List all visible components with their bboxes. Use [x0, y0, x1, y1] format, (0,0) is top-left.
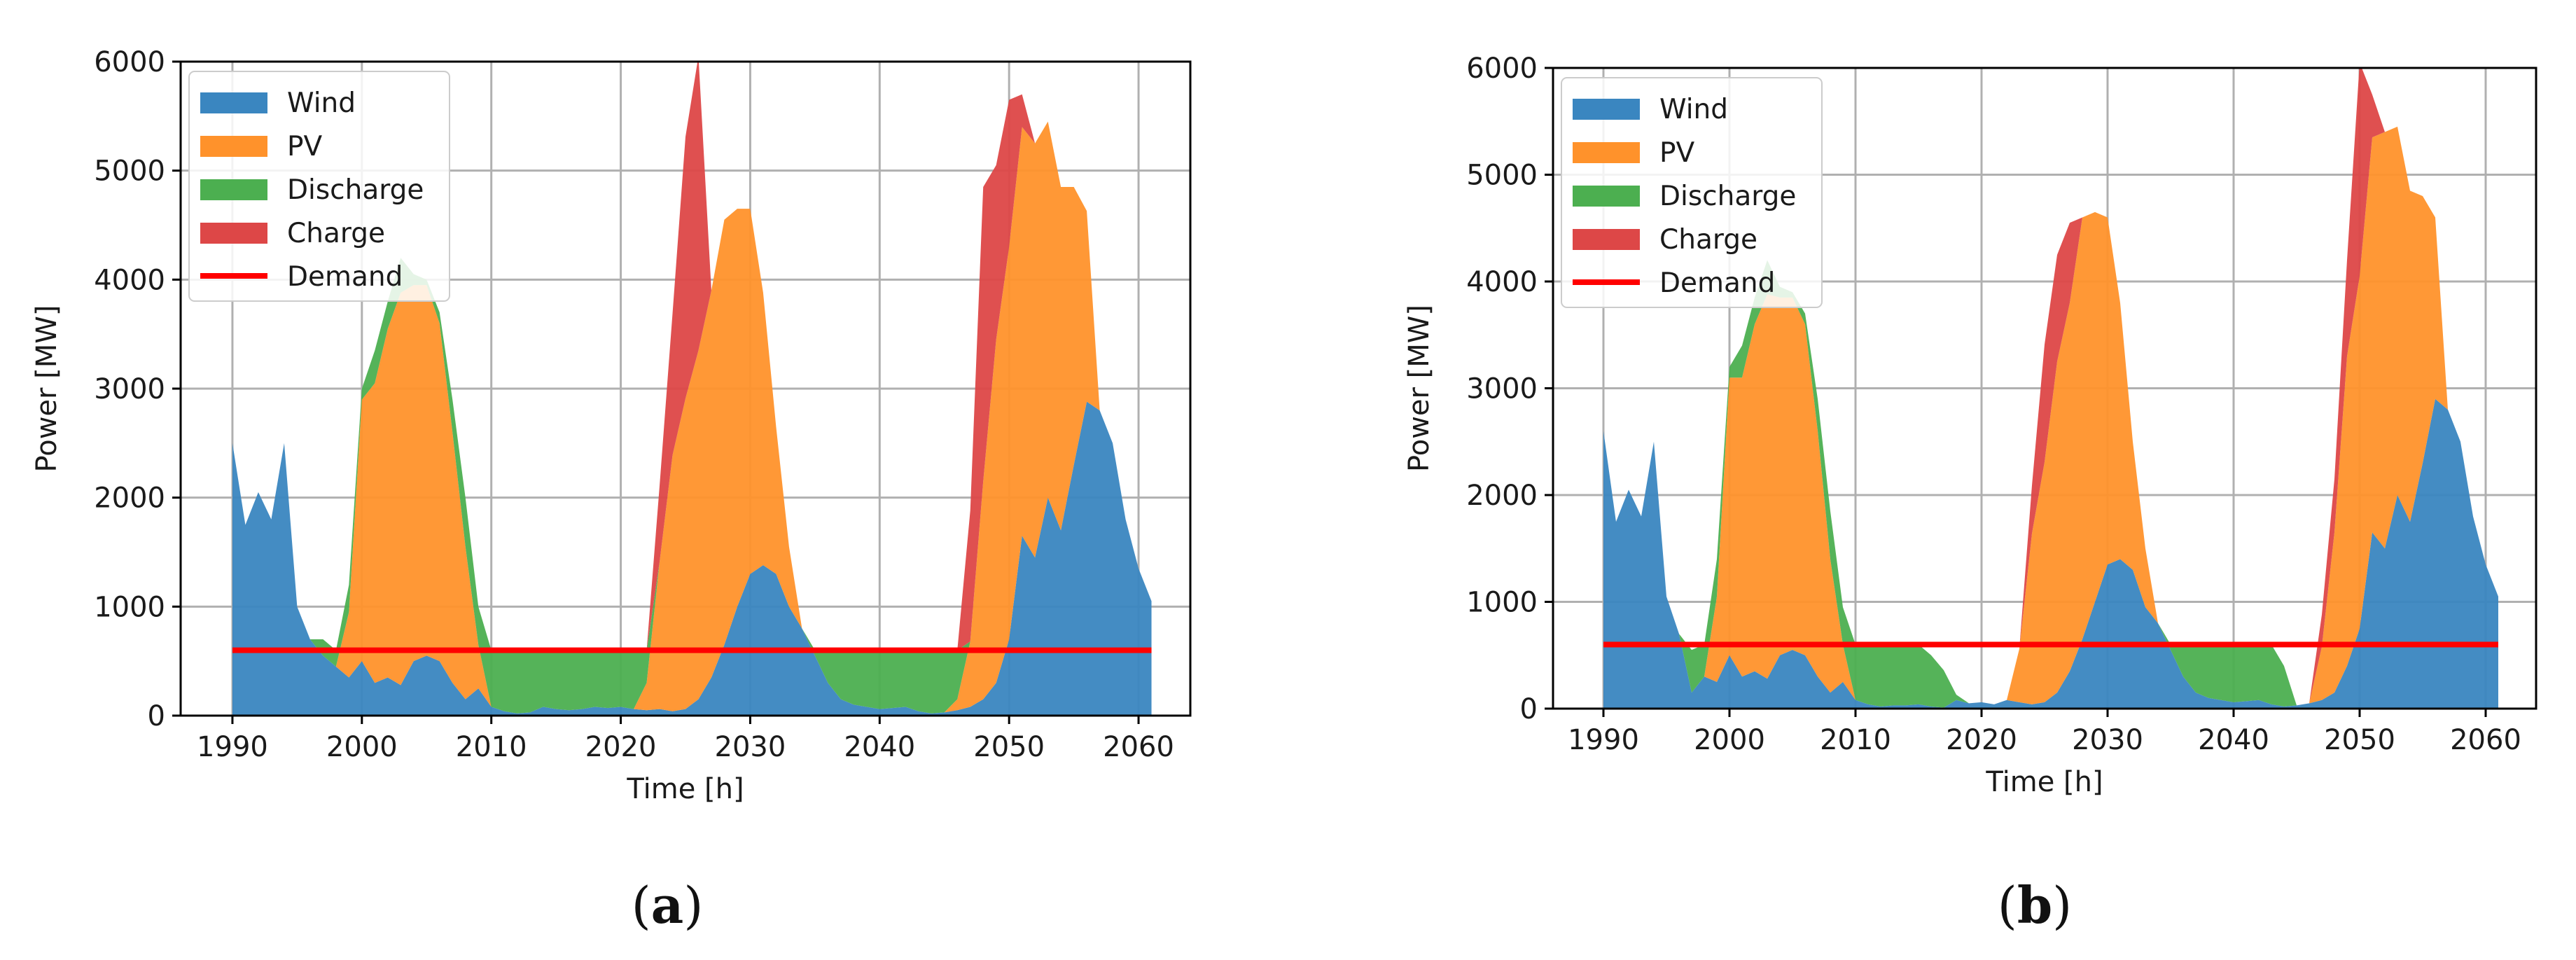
y-tick-label: 2000	[94, 482, 165, 515]
y-tick-label: 5000	[1466, 160, 1538, 192]
x-tick-label: 2060	[2450, 724, 2521, 756]
legend-label-discharge: Discharge	[1659, 181, 1796, 212]
y-axis-label: Power [MW]	[1403, 305, 1435, 472]
stacked-areas	[1603, 68, 2498, 709]
legend: Wind PV Discharge Charge Demand	[188, 71, 450, 302]
legend-swatch-charge	[1573, 229, 1640, 250]
legend-swatch-wind	[1573, 99, 1640, 120]
y-tick-label: 1000	[94, 591, 165, 623]
legend-swatch-pv	[1573, 142, 1640, 163]
caption-a: (a)	[632, 875, 704, 935]
caption-a-letter: a	[651, 875, 684, 935]
y-tick-label: 3000	[1466, 373, 1538, 405]
legend-label-charge: Charge	[1659, 224, 1757, 256]
legend-swatch-discharge	[1573, 186, 1640, 207]
x-tick-label: 2030	[2072, 724, 2143, 756]
caption-b: (b)	[1998, 875, 2073, 935]
x-tick-label: 2010	[456, 731, 527, 763]
x-tick-label: 2050	[973, 731, 1045, 763]
caption-b-letter: b	[2017, 875, 2052, 935]
y-tick-label: 4000	[94, 264, 165, 296]
legend-label-wind: Wind	[287, 88, 356, 119]
legend-swatch-charge	[200, 223, 267, 244]
legend-label-demand: Demand	[287, 261, 403, 293]
legend-swatch-discharge	[200, 179, 267, 200]
x-axis-label: Time [h]	[626, 773, 744, 805]
x-tick-label: 1990	[197, 731, 268, 763]
y-tick-label: 2000	[1466, 480, 1538, 512]
x-axis-label: Time [h]	[1985, 766, 2103, 798]
x-tick-label: 1990	[1568, 724, 1639, 756]
y-tick-label: 5000	[94, 155, 165, 188]
legend-label-wind: Wind	[1659, 94, 1728, 125]
x-tick-label: 2040	[2198, 724, 2269, 756]
x-tick-label: 2010	[1820, 724, 1891, 756]
area-charge	[1603, 68, 2498, 706]
legend-swatch-wind	[200, 92, 267, 113]
y-axis-label: Power [MW]	[31, 305, 63, 473]
x-tick-label: 2030	[715, 731, 786, 763]
area-pv	[1603, 126, 2498, 708]
y-tick-label: 6000	[94, 46, 165, 78]
y-tick-label: 3000	[94, 373, 165, 405]
x-tick-label: 2020	[1946, 724, 2017, 756]
x-tick-label: 2050	[2324, 724, 2395, 756]
y-tick-label: 0	[148, 700, 165, 732]
x-tick-label: 2000	[1694, 724, 1765, 756]
legend-label-pv: PV	[1659, 137, 1695, 169]
area-pv	[232, 121, 1152, 714]
legend: Wind PV Discharge Charge Demand	[1561, 77, 1823, 308]
legend-label-demand: Demand	[1659, 267, 1775, 299]
panel-a: 1990 2000 2010 2020 2030 2040 2050 2060 0 1000 200…	[31, 46, 1192, 805]
stacked-areas	[232, 62, 1152, 716]
area-discharge	[1603, 126, 2498, 708]
y-tick-label: 1000	[1466, 587, 1538, 619]
panel-b: 1990 2000 2010 2020 2030 2040 2050 2060 0 1000 200…	[1403, 53, 2537, 798]
x-tick-label: 2000	[326, 731, 398, 763]
x-tick-label: 2060	[1103, 731, 1174, 763]
y-tick-label: 0	[1520, 693, 1538, 725]
area-charge	[232, 62, 1152, 651]
x-tick-label: 2040	[844, 731, 915, 763]
x-tick-label: 2020	[585, 731, 657, 763]
area-wind	[1603, 398, 2498, 709]
area-discharge	[232, 121, 1152, 714]
legend-label-pv: PV	[287, 131, 323, 162]
legend-label-discharge: Discharge	[287, 174, 424, 206]
area-wind	[232, 401, 1152, 716]
y-tick-label: 4000	[1466, 266, 1538, 298]
legend-label-charge: Charge	[287, 218, 385, 249]
legend-swatch-pv	[200, 136, 267, 157]
y-tick-label: 6000	[1466, 53, 1538, 85]
